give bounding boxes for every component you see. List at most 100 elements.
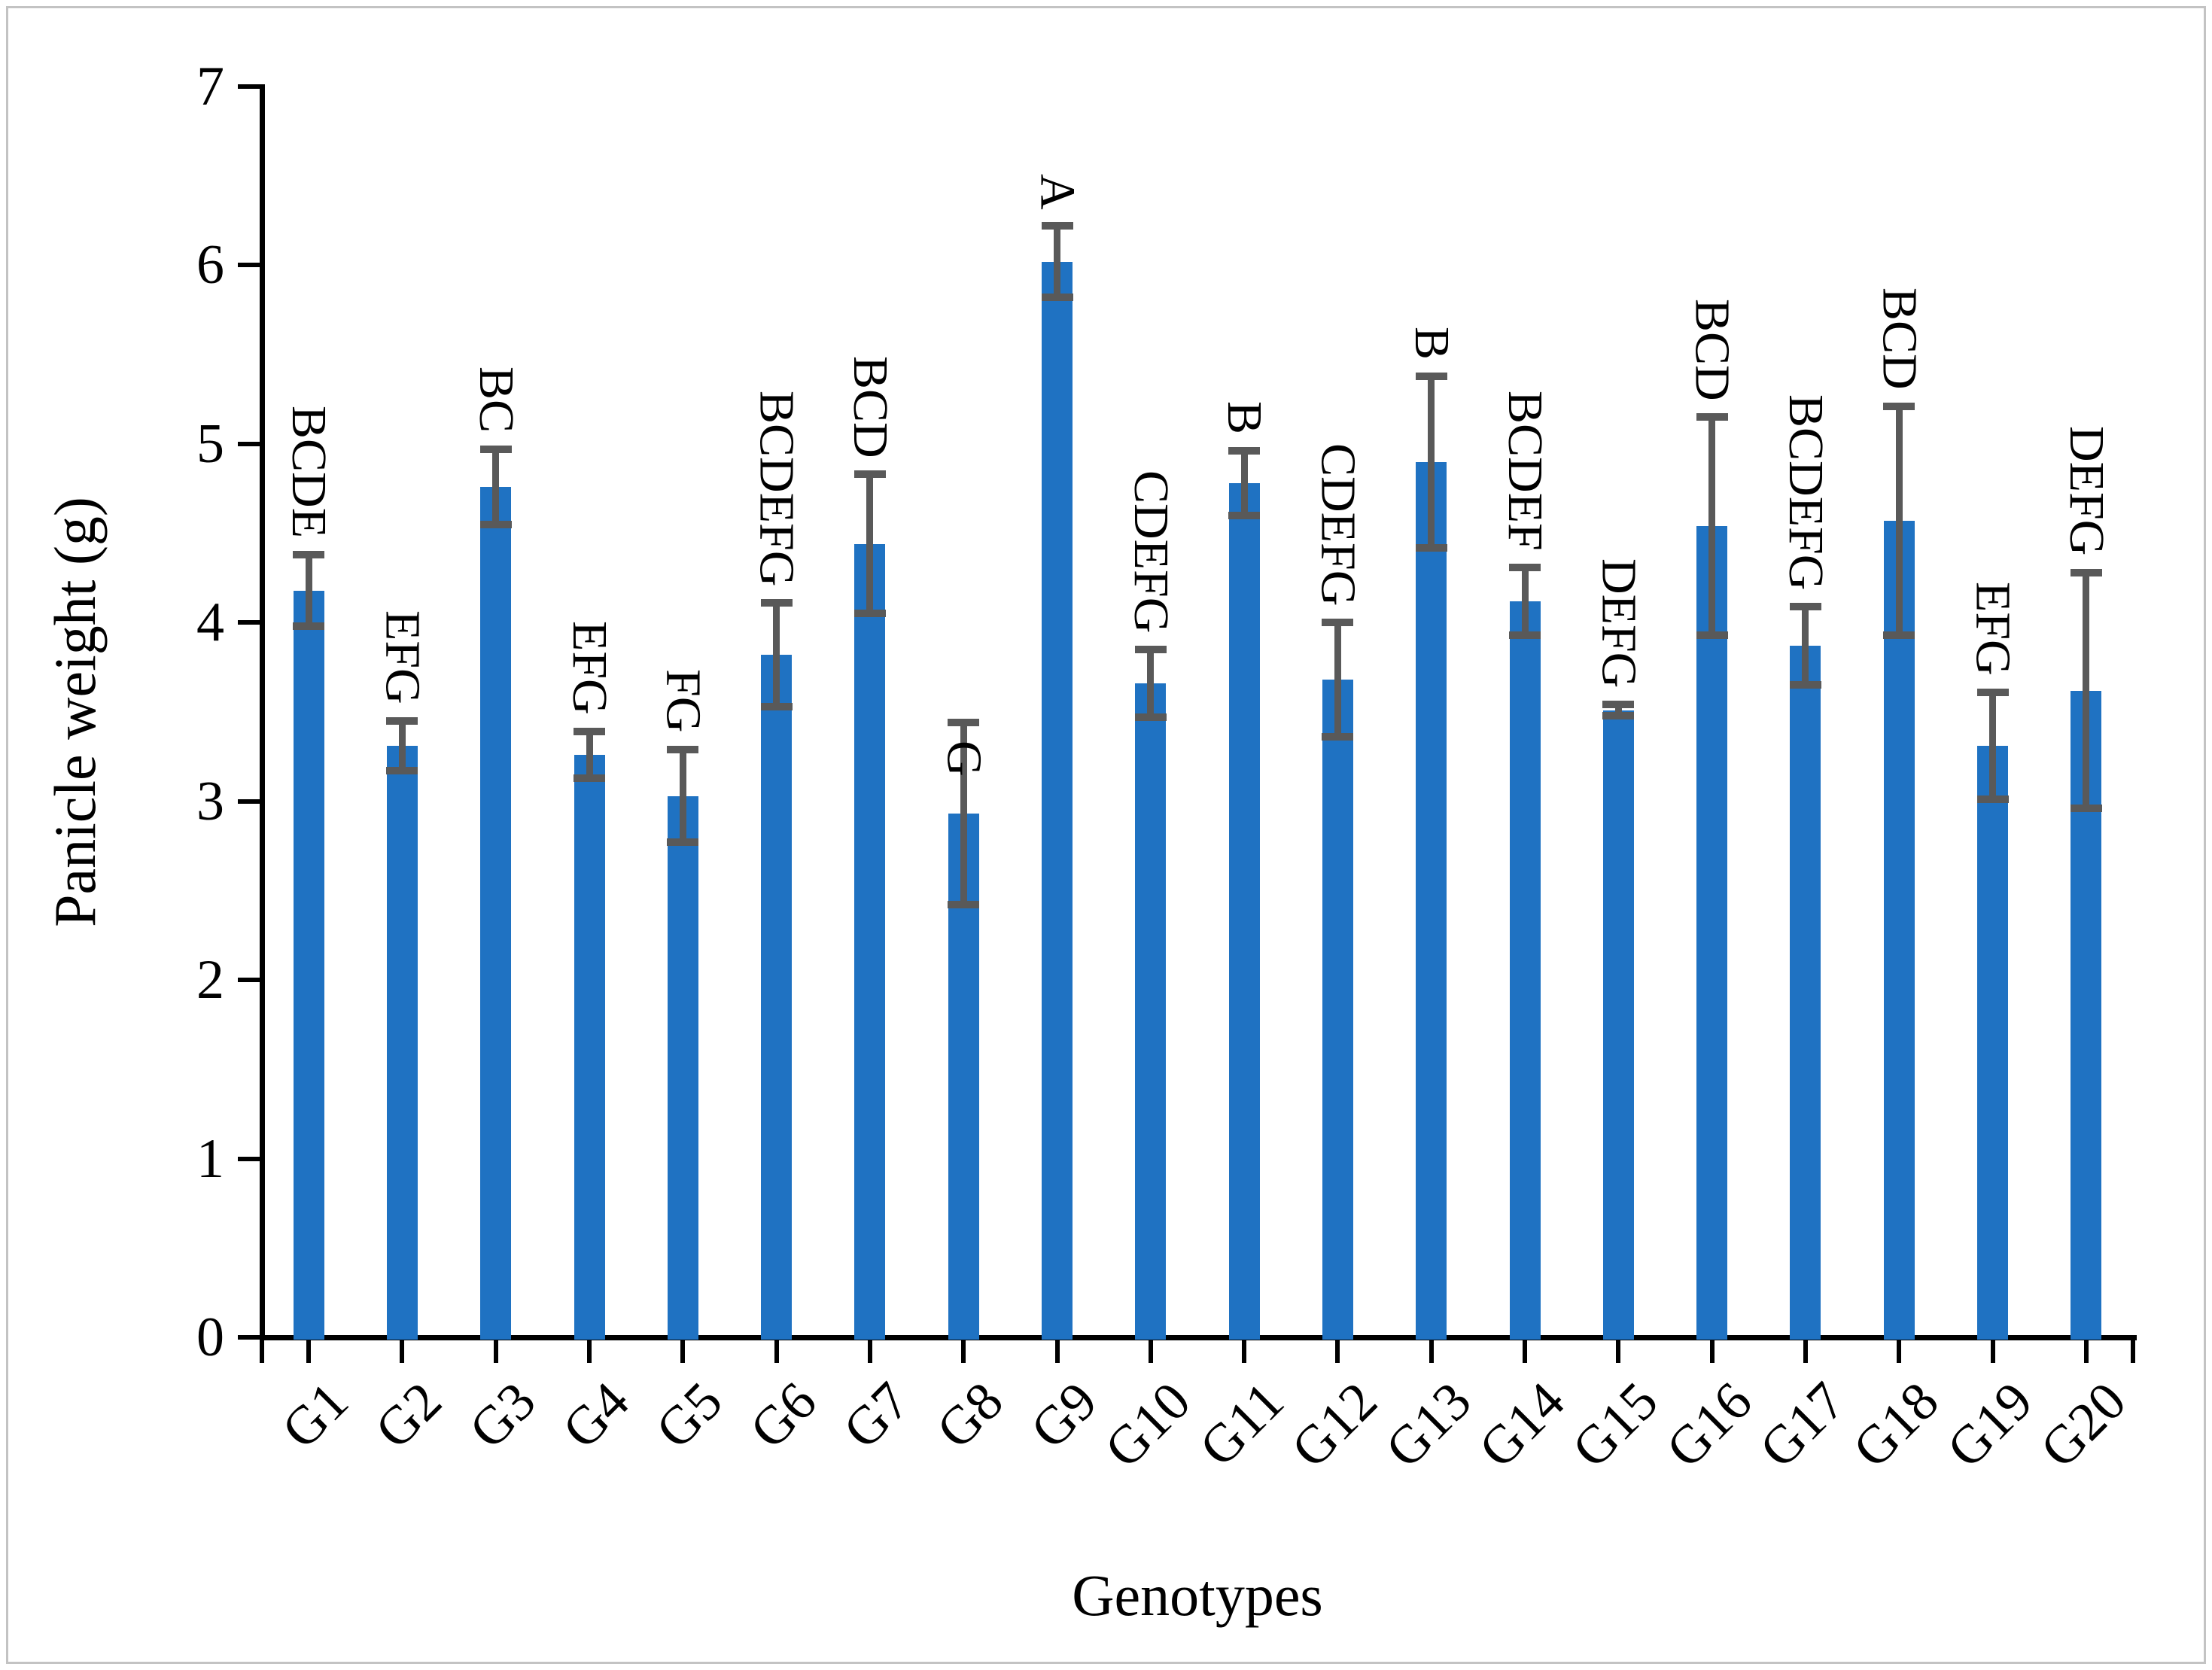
bar-G11: [1228, 483, 1260, 1340]
error-bar-line-G11: [1240, 451, 1248, 516]
x-tick-label-G18: G18: [1841, 1370, 1950, 1480]
error-bar-cap-bottom-G6: [760, 702, 793, 710]
x-tick-G20: [2083, 1340, 2089, 1363]
error-bar-cap-top-G3: [479, 445, 512, 453]
error-bar-cap-bottom-G2: [386, 767, 418, 775]
error-bar-line-G12: [1334, 622, 1341, 738]
y-tick-3: [238, 798, 262, 804]
error-bar-line-G20: [2083, 572, 2090, 809]
error-bar-line-G3: [492, 449, 500, 525]
error-bar-cap-top-G15: [1602, 701, 1635, 709]
bar-G7: [854, 543, 886, 1340]
bar-G12: [1322, 680, 1353, 1340]
error-bar-cap-top-G17: [1789, 602, 1821, 610]
x-tick-label-G7: G7: [831, 1370, 921, 1460]
x-tick-end: [2131, 1340, 2135, 1363]
error-bar-line-G15: [1614, 704, 1622, 716]
letter-label-G1: BCDE: [281, 406, 337, 539]
error-bar-cap-top-G19: [1976, 688, 2009, 696]
letter-label-G8: G: [936, 741, 992, 777]
error-bar-cap-top-G12: [1322, 619, 1354, 627]
x-tick-G3: [493, 1340, 498, 1363]
bar-G1: [293, 590, 324, 1340]
x-tick-G16: [1709, 1340, 1715, 1363]
bar-G19: [1977, 746, 2009, 1340]
x-tick-label-G19: G19: [1935, 1370, 2044, 1480]
letter-label-G14: BCDEF: [1498, 390, 1553, 551]
x-tick-origin: [260, 1340, 264, 1363]
letter-label-G5: FG: [656, 669, 711, 733]
error-bar-line-G4: [586, 732, 593, 778]
error-bar-cap-bottom-G5: [667, 838, 699, 847]
y-axis-line: [260, 84, 265, 1340]
bar-G4: [574, 754, 605, 1340]
error-bar-line-G18: [1895, 406, 1903, 635]
error-bar-cap-bottom-G1: [293, 622, 325, 631]
error-bar-cap-bottom-G3: [479, 520, 512, 528]
x-tick-label-G4: G4: [550, 1370, 640, 1460]
error-bar-cap-top-G4: [574, 728, 606, 736]
x-tick-G14: [1523, 1340, 1528, 1363]
bar-G14: [1509, 601, 1541, 1340]
error-bar-cap-bottom-G16: [1696, 631, 1728, 639]
letter-label-G19: EFG: [1965, 582, 2021, 676]
y-tick-label-1: 1: [196, 1127, 224, 1190]
error-bar-line-G5: [679, 749, 686, 843]
x-tick-label-G15: G15: [1560, 1370, 1670, 1480]
letter-label-G13: B: [1404, 326, 1459, 360]
bar-G10: [1135, 683, 1167, 1340]
x-tick-label-G12: G12: [1279, 1370, 1389, 1480]
y-tick-label-4: 4: [196, 592, 224, 654]
error-bar-cap-bottom-G15: [1602, 711, 1635, 719]
bar-G13: [1416, 461, 1447, 1340]
x-tick-G15: [1616, 1340, 1621, 1363]
error-bar-cap-top-G5: [667, 745, 699, 753]
x-axis-line: [260, 1335, 2137, 1340]
x-tick-label-G17: G17: [1748, 1370, 1857, 1480]
error-bar-cap-top-G1: [293, 551, 325, 559]
error-bar-cap-bottom-G19: [1976, 795, 2009, 804]
bar-G6: [761, 655, 793, 1340]
x-tick-label-G5: G5: [644, 1370, 735, 1460]
x-tick-label-G3: G3: [457, 1370, 547, 1460]
bar-G9: [1042, 261, 1073, 1340]
error-bar-line-G13: [1428, 376, 1435, 548]
x-tick-G2: [400, 1340, 405, 1363]
letter-label-G16: BCD: [1684, 298, 1740, 401]
error-bar-cap-top-G2: [386, 716, 418, 725]
x-tick-G19: [1990, 1340, 1995, 1363]
y-tick-0: [238, 1335, 262, 1340]
error-bar-cap-top-G18: [1883, 402, 1915, 410]
x-tick-G10: [1148, 1340, 1153, 1363]
x-tick-label-G1: G1: [270, 1370, 360, 1460]
y-tick-4: [238, 620, 262, 625]
letter-label-G4: EFG: [562, 621, 618, 716]
error-bar-line-G19: [1989, 692, 1997, 800]
x-tick-G4: [587, 1340, 592, 1363]
bar-G16: [1696, 526, 1728, 1340]
error-bar-cap-bottom-G17: [1789, 681, 1821, 689]
x-axis-title: Genotypes: [1072, 1562, 1323, 1628]
letter-label-G11: B: [1217, 401, 1273, 435]
x-tick-label-G9: G9: [1018, 1370, 1109, 1460]
x-tick-G1: [306, 1340, 312, 1363]
letter-label-G6: BCDEFG: [749, 390, 805, 587]
x-tick-label-G8: G8: [925, 1370, 1015, 1460]
x-tick-label-G11: G11: [1188, 1370, 1295, 1478]
error-bar-cap-top-G20: [2070, 568, 2102, 576]
error-bar-cap-top-G6: [760, 599, 793, 607]
error-bar-cap-top-G9: [1041, 222, 1073, 230]
y-tick-label-7: 7: [196, 55, 224, 117]
error-bar-cap-bottom-G8: [948, 901, 980, 909]
x-tick-label-G6: G6: [738, 1370, 828, 1460]
x-tick-G11: [1242, 1340, 1247, 1363]
x-tick-G8: [961, 1340, 966, 1363]
error-bar-cap-bottom-G10: [1134, 713, 1167, 722]
error-bar-cap-bottom-G9: [1041, 294, 1073, 302]
error-bar-cap-bottom-G20: [2070, 805, 2102, 813]
error-bar-line-G8: [960, 722, 967, 905]
x-tick-label-G16: G16: [1654, 1370, 1763, 1480]
error-bar-cap-top-G8: [948, 719, 980, 727]
letter-label-G15: DEFG: [1591, 558, 1647, 689]
error-bar-cap-top-G11: [1228, 447, 1261, 455]
